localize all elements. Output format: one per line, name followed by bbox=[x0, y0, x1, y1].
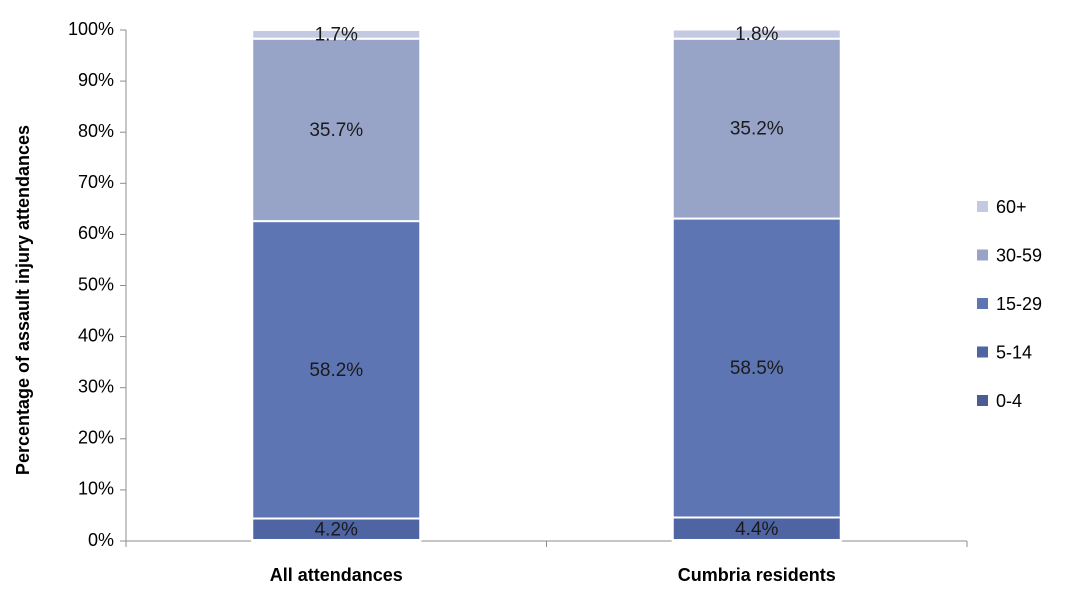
y-tick-label: 60% bbox=[78, 223, 114, 243]
legend: 60+ 30-59 15-29 5-14 0-4 bbox=[977, 197, 1042, 411]
bar-segment-15-29 bbox=[671, 217, 842, 519]
data-label: 35.2% bbox=[730, 119, 784, 140]
legend-swatch bbox=[977, 395, 988, 406]
legend-label: 30-59 bbox=[996, 245, 1042, 265]
y-tick-label: 70% bbox=[78, 172, 114, 192]
legend-swatch bbox=[977, 298, 988, 309]
category-label: All attendances bbox=[270, 565, 403, 585]
bar-segment-60+ bbox=[671, 28, 842, 40]
legend-label: 15-29 bbox=[996, 294, 1042, 314]
legend-label: 5-14 bbox=[996, 342, 1032, 362]
legend-swatch bbox=[977, 346, 988, 358]
y-tick-label: 40% bbox=[78, 325, 114, 345]
data-label: 4.4% bbox=[735, 519, 778, 540]
data-label: 58.2% bbox=[309, 360, 363, 381]
data-labels: 4.2% 58.2% 35.7% 1.7% 4.4% 58.5% 35.2% 1.8% bbox=[309, 24, 783, 540]
legend-label: 60+ bbox=[996, 197, 1027, 217]
data-label: 1.8% bbox=[735, 24, 778, 45]
y-tick-label: 20% bbox=[78, 428, 114, 448]
legend-swatch bbox=[977, 249, 988, 261]
y-tick-label: 90% bbox=[78, 70, 114, 90]
legend-label: 0-4 bbox=[996, 391, 1022, 411]
data-label: 4.2% bbox=[315, 519, 358, 540]
data-label: 1.7% bbox=[315, 24, 358, 45]
y-axis-label: Percentage of assault injury attendances bbox=[13, 125, 33, 475]
bar-segment-60+ bbox=[251, 29, 422, 40]
legend-swatch bbox=[977, 201, 988, 212]
y-tick-label: 100% bbox=[68, 19, 114, 39]
y-tick-label: 30% bbox=[78, 376, 114, 396]
y-tick-label: 10% bbox=[78, 479, 114, 499]
y-tick-labels: 0% 10% 20% 30% 40% 50% 60% 70% 80% 90% 100% bbox=[68, 19, 126, 550]
category-label: Cumbria residents bbox=[678, 565, 836, 585]
y-tick-label: 0% bbox=[88, 530, 114, 550]
data-label: 35.7% bbox=[309, 120, 363, 141]
y-tick-label: 80% bbox=[78, 121, 114, 141]
bar-segment-30-59 bbox=[671, 37, 842, 220]
category-labels: All attendances Cumbria residents bbox=[270, 565, 836, 585]
bars bbox=[251, 28, 842, 543]
y-tick-label: 50% bbox=[78, 274, 114, 294]
data-label: 58.5% bbox=[730, 358, 784, 379]
